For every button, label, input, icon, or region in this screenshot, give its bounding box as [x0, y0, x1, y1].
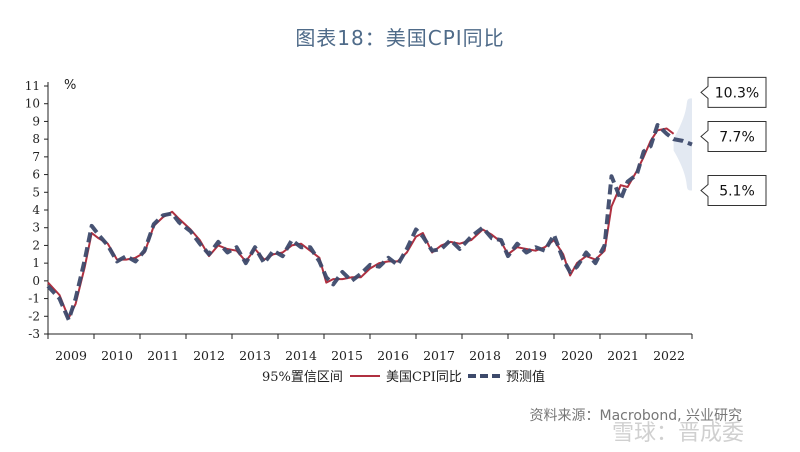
x-tick-label: 2012: [193, 348, 225, 363]
annotation-box: [700, 175, 767, 207]
series-line-forecast: [46, 123, 693, 322]
source-note: 资料来源：Macrobond, 兴业研究: [529, 408, 742, 424]
legend-label-forecast: 预测值: [506, 369, 545, 385]
y-tick-label: 10: [25, 97, 40, 111]
y-tick-label: 11: [25, 79, 40, 93]
y-tick-label: 9: [32, 114, 40, 128]
annotation-label: 5.1%: [719, 184, 755, 200]
x-tick-label: 2015: [331, 348, 363, 363]
y-tick-label: 1: [32, 256, 40, 270]
x-tick-label: 2013: [239, 348, 271, 363]
x-tick-label: 2017: [423, 348, 455, 363]
y-tick-label: 0: [32, 274, 40, 288]
legend-label-band: 95%置信区间: [262, 370, 343, 385]
confidence-band: [673, 98, 692, 191]
x-tick-label: 2014: [285, 348, 317, 363]
series-line-actual: [47, 127, 675, 320]
y-tick-label: -1: [28, 292, 40, 306]
x-tick-label: 2011: [147, 348, 179, 363]
y-tick-label: 2: [32, 238, 40, 252]
y-tick-label: 6: [32, 168, 40, 182]
annotation-box: [700, 120, 767, 152]
x-tick-label: 2018: [469, 348, 501, 363]
legend-label-actual: 美国CPI同比: [386, 370, 462, 385]
y-axis-unit: %: [64, 78, 76, 93]
x-tick-label: 2010: [101, 348, 133, 363]
x-tick-label: 2009: [55, 348, 87, 363]
y-tick-label: 4: [32, 203, 40, 217]
annotation-label: 7.7%: [719, 129, 755, 145]
x-tick-label: 2016: [377, 348, 409, 363]
x-tick-label: 2020: [561, 348, 593, 363]
x-tick-label: 2019: [515, 348, 547, 363]
y-tick-label: 8: [32, 132, 40, 146]
x-tick-label: 2021: [607, 348, 639, 363]
chart-title: 图表18：美国CPI同比: [295, 26, 505, 50]
watermark: 雪球：晋成委: [612, 421, 745, 446]
annotation-label: 10.3%: [715, 85, 759, 101]
y-tick-label: 7: [32, 150, 40, 164]
y-tick-label: 5: [32, 185, 40, 199]
y-tick-label: -2: [28, 309, 40, 323]
x-tick-label: 2022: [653, 348, 685, 363]
y-tick-label: 3: [32, 221, 40, 235]
y-tick-label: -3: [28, 327, 40, 341]
annotation-box: [700, 76, 767, 108]
